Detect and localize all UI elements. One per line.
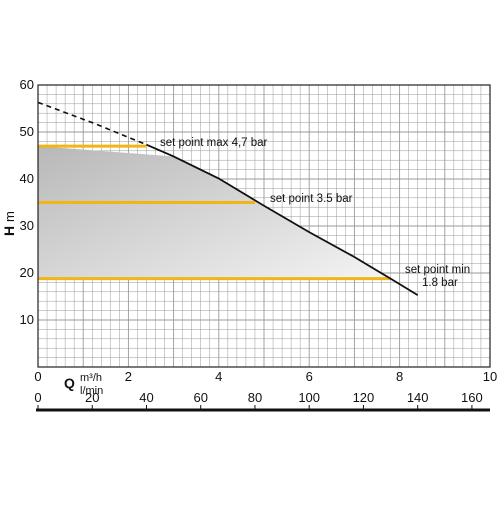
x-axis-unit-bottom: l/min [80,385,103,397]
x-tick-label-m3h: 2 [125,369,132,384]
setpoint-mid-label: set point 3.5 bar [270,193,353,205]
y-tick-label: 60 [20,77,34,92]
x-tick-label-m3h: 0 [34,369,41,384]
setpoint-min-label-line2: 1.8 bar [422,277,458,289]
x-axis-letter: Q [64,375,75,391]
x-tick-label-m3h: 4 [215,369,222,384]
operating-region [38,146,391,279]
y-axis-unit: m [2,211,17,222]
y-tick-label: 10 [20,312,34,327]
y-tick-label: 50 [20,124,34,139]
x-tick-label-lmin: 120 [353,390,375,405]
y-tick-label: 40 [20,171,34,186]
y-tick-label: 30 [20,218,34,233]
x-tick-label-lmin: 0 [34,390,41,405]
x-tick-label-lmin: 80 [248,390,262,405]
x-tick-label-lmin: 60 [193,390,207,405]
pump-curve [146,143,419,296]
plot-frame [37,84,491,368]
x-tick-label-lmin: 40 [139,390,153,405]
y-tick-label: 20 [20,265,34,280]
x-tick-label-lmin: 160 [461,390,483,405]
x-tick-label-lmin: 140 [407,390,429,405]
y-axis-letter: H [1,226,17,236]
x-axis-unit-top: m³/h [80,372,102,384]
x-tick-label-lmin: 20 [85,390,99,405]
x-tick-label-lmin: 100 [298,390,320,405]
setpoint-min-label-line1: set point min [405,264,470,276]
x-tick-label-m3h: 8 [396,369,403,384]
x-tick-label-m3h: 10 [483,369,497,384]
pump-curve-dashed [37,101,147,146]
setpoint-max-label: set point max 4,7 bar [160,137,268,149]
x-tick-label-m3h: 6 [306,369,313,384]
